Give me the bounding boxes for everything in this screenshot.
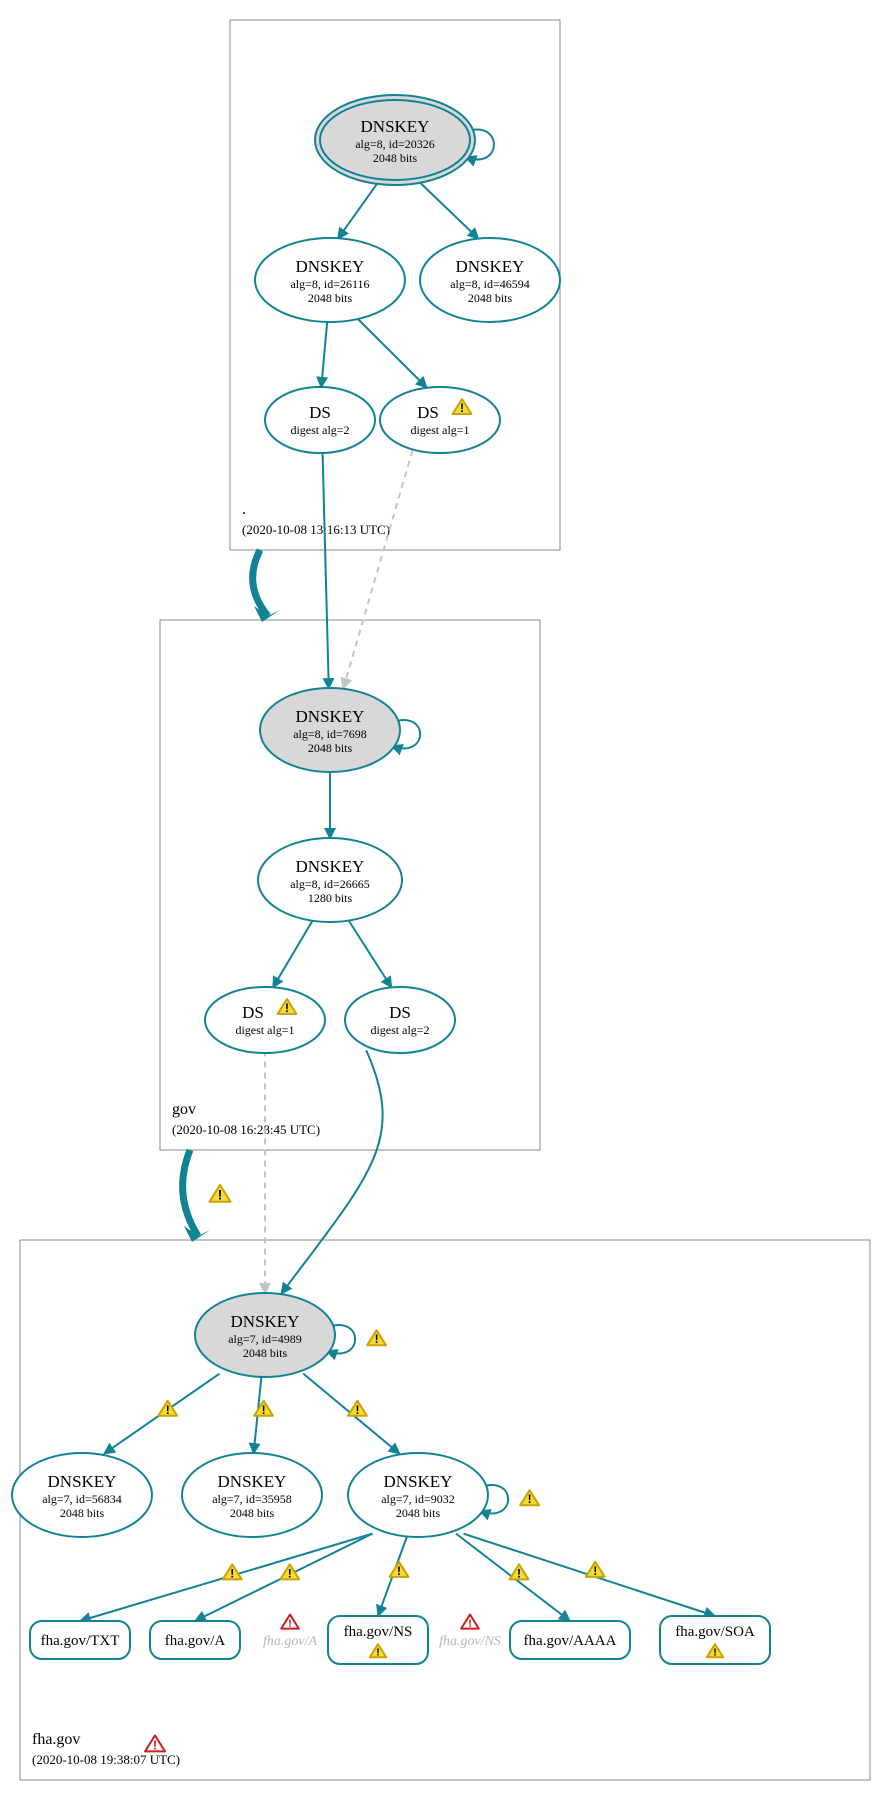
svg-text:DNSKEY: DNSKEY <box>48 1472 117 1491</box>
svg-text:digest alg=2: digest alg=2 <box>370 1023 429 1037</box>
svg-text:!: ! <box>153 1737 157 1752</box>
svg-text:(2020-10-08 19:38:07 UTC): (2020-10-08 19:38:07 UTC) <box>32 1752 180 1767</box>
svg-text:alg=7, id=56834: alg=7, id=56834 <box>42 1492 122 1506</box>
svg-text:alg=7, id=4989: alg=7, id=4989 <box>228 1332 302 1346</box>
svg-text:2048 bits: 2048 bits <box>60 1506 105 1520</box>
svg-text:!: ! <box>285 1001 289 1015</box>
svg-text:DS: DS <box>309 403 331 422</box>
svg-text:DNSKEY: DNSKEY <box>231 1312 300 1331</box>
svg-text:!: ! <box>376 1647 380 1659</box>
svg-text:!: ! <box>355 1403 359 1417</box>
svg-text:!: ! <box>375 1332 379 1346</box>
svg-text:!: ! <box>460 401 464 415</box>
svg-text:fha.gov/NS: fha.gov/NS <box>344 1624 413 1640</box>
svg-text:!: ! <box>262 1403 266 1417</box>
svg-text:fha.gov/TXT: fha.gov/TXT <box>41 1633 120 1649</box>
svg-text:2048 bits: 2048 bits <box>396 1506 441 1520</box>
svg-text:DS: DS <box>389 1003 411 1022</box>
svg-text:alg=8, id=7698: alg=8, id=7698 <box>293 727 367 741</box>
svg-text:DNSKEY: DNSKEY <box>296 707 365 726</box>
svg-text:DNSKEY: DNSKEY <box>296 857 365 876</box>
svg-text:alg=7, id=9032: alg=7, id=9032 <box>381 1492 455 1506</box>
svg-text:DNSKEY: DNSKEY <box>456 257 525 276</box>
svg-text:alg=8, id=26665: alg=8, id=26665 <box>290 877 370 891</box>
svg-text:DS: DS <box>417 403 439 422</box>
svg-text:2048 bits: 2048 bits <box>243 1346 288 1360</box>
svg-text:digest alg=1: digest alg=1 <box>410 423 469 437</box>
svg-text:!: ! <box>397 1564 401 1578</box>
svg-text:2048 bits: 2048 bits <box>230 1506 275 1520</box>
svg-text:fha.gov/SOA: fha.gov/SOA <box>675 1624 755 1640</box>
svg-text:!: ! <box>288 1618 292 1630</box>
svg-text:fha.gov: fha.gov <box>32 1731 80 1748</box>
svg-text:!: ! <box>218 1188 223 1203</box>
svg-text:!: ! <box>288 1566 292 1580</box>
svg-text:DNSKEY: DNSKEY <box>218 1472 287 1491</box>
svg-text:DS: DS <box>242 1003 264 1022</box>
svg-text:!: ! <box>468 1618 472 1630</box>
svg-text:alg=8, id=46594: alg=8, id=46594 <box>450 277 530 291</box>
svg-text:alg=7, id=35958: alg=7, id=35958 <box>212 1492 292 1506</box>
svg-text:DNSKEY: DNSKEY <box>384 1472 453 1491</box>
svg-text:!: ! <box>528 1492 532 1506</box>
svg-text:!: ! <box>517 1566 521 1580</box>
svg-text:!: ! <box>713 1647 717 1659</box>
svg-text:DNSKEY: DNSKEY <box>296 257 365 276</box>
svg-text:!: ! <box>593 1564 597 1578</box>
svg-text:fha.gov/NS: fha.gov/NS <box>439 1634 501 1649</box>
svg-text:1280 bits: 1280 bits <box>308 891 353 905</box>
svg-text:2048 bits: 2048 bits <box>373 151 418 165</box>
svg-text:2048 bits: 2048 bits <box>308 291 353 305</box>
svg-text:digest alg=2: digest alg=2 <box>290 423 349 437</box>
svg-text:(2020-10-08 16:28:45 UTC): (2020-10-08 16:28:45 UTC) <box>172 1122 320 1137</box>
svg-text:!: ! <box>230 1566 234 1580</box>
svg-text:fha.gov/AAAA: fha.gov/AAAA <box>524 1633 617 1649</box>
svg-text:fha.gov/A: fha.gov/A <box>263 1634 317 1649</box>
svg-text:(2020-10-08 13:16:13 UTC): (2020-10-08 13:16:13 UTC) <box>242 522 390 537</box>
svg-text:gov: gov <box>172 1101 196 1118</box>
svg-text:2048 bits: 2048 bits <box>308 741 353 755</box>
svg-text:.: . <box>242 501 246 518</box>
svg-text:fha.gov/A: fha.gov/A <box>165 1633 226 1649</box>
dnssec-diagram: . (2020-10-08 13:16:13 UTC) gov (2020-10-08… <box>0 0 888 1806</box>
svg-text:!: ! <box>166 1403 170 1417</box>
svg-text:2048 bits: 2048 bits <box>468 291 513 305</box>
svg-text:digest alg=1: digest alg=1 <box>235 1023 294 1037</box>
svg-text:DNSKEY: DNSKEY <box>361 117 430 136</box>
svg-text:alg=8, id=20326: alg=8, id=20326 <box>355 137 435 151</box>
svg-text:alg=8, id=26116: alg=8, id=26116 <box>290 277 369 291</box>
